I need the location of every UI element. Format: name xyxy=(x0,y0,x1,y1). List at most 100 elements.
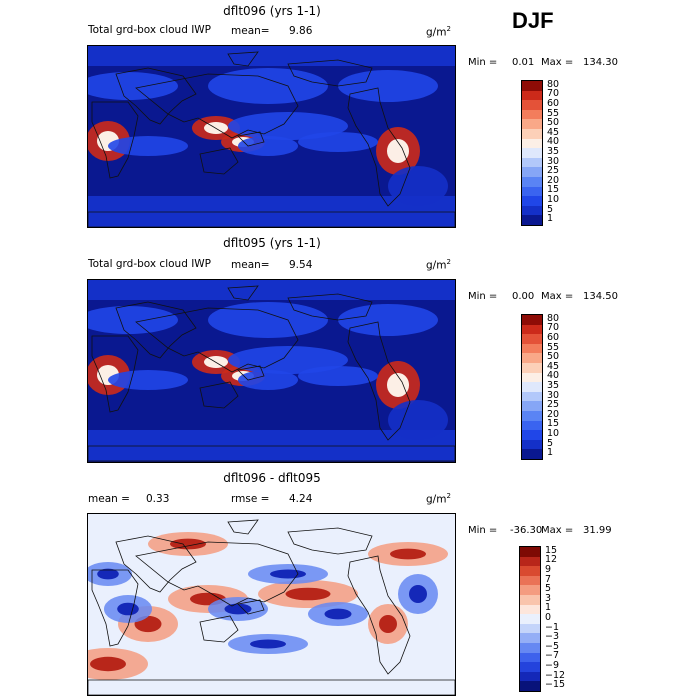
colorbar-tick-label: −3 xyxy=(545,631,560,643)
colorbar-tick-label: 60 xyxy=(547,98,560,109)
map-coastline xyxy=(135,541,299,607)
colorbar-tick-label: 45 xyxy=(547,126,560,138)
map-coastline xyxy=(199,615,239,643)
colorbar-swatch xyxy=(520,643,540,653)
colorbar-tick-label: −7 xyxy=(545,650,560,662)
colorbar-tick-label: 25 xyxy=(547,399,560,411)
panel2-max-value: 134.50 xyxy=(583,291,618,302)
colorbar-tick-label: 5 xyxy=(545,583,552,595)
map-field-contour xyxy=(208,302,328,338)
colorbar-swatch xyxy=(522,363,542,373)
colorbar-tick-label: 9 xyxy=(545,564,552,575)
panel3-mean-value: 0.33 xyxy=(146,493,170,505)
map-field-contour xyxy=(388,400,448,440)
map-coastline xyxy=(347,87,411,207)
map-coastline xyxy=(135,307,299,373)
colorbar-tick-label: 20 xyxy=(547,174,560,186)
colorbar-swatch xyxy=(522,90,542,101)
map-field-contour xyxy=(90,656,126,672)
map-field-contour xyxy=(238,136,298,156)
colorbar-swatch xyxy=(522,401,542,412)
colorbar-tick-label: 25 xyxy=(547,165,560,177)
colorbar-tick-label: 50 xyxy=(547,117,560,129)
map-coastline xyxy=(347,555,411,675)
colorbar-swatch xyxy=(522,148,542,159)
panel2-map-plot xyxy=(78,280,456,462)
colorbar-tick-label: 30 xyxy=(547,389,560,401)
colorbar-tick-label: 45 xyxy=(547,360,560,372)
colorbar-swatch xyxy=(522,334,542,345)
map-coastline xyxy=(91,569,139,647)
map-field-contour xyxy=(117,602,139,616)
panel1-max-label: Max = xyxy=(541,57,574,68)
panel3-title: dflt096 - dflt095 xyxy=(223,471,321,485)
panel2-max-label: Max = xyxy=(541,291,574,302)
panel2-min-value: 0.00 xyxy=(512,291,535,302)
map-high-latitude-band xyxy=(88,196,455,227)
colorbar-swatch xyxy=(522,439,542,450)
colorbar-swatch xyxy=(520,662,540,673)
colorbar-tick-label: −9 xyxy=(545,660,560,671)
colorbar-tick-label: 5 xyxy=(547,203,554,215)
panel2-colorbar xyxy=(521,314,543,460)
colorbar-tick-label: 55 xyxy=(547,341,560,353)
map-coastline xyxy=(237,131,265,147)
colorbar-swatch xyxy=(520,595,540,605)
colorbar-swatch xyxy=(522,343,542,354)
colorbar-tick-label: 35 xyxy=(547,380,560,391)
panel3-max-label: Max = xyxy=(541,525,574,536)
colorbar-swatch xyxy=(520,604,540,615)
colorbar-swatch xyxy=(522,382,542,393)
colorbar-swatch xyxy=(522,324,542,335)
panel3-min-value: -36.30 xyxy=(510,525,543,536)
map-field-contour xyxy=(170,538,206,550)
colorbar-swatch xyxy=(520,566,540,577)
colorbar-tick-label: 80 xyxy=(547,78,560,90)
map-field-contour xyxy=(228,346,348,374)
colorbar-swatch xyxy=(522,430,542,441)
panel1-field-label: Total grd-box cloud IWP xyxy=(88,24,212,36)
colorbar-tick-label: 50 xyxy=(547,351,560,363)
panel2-title: dflt095 (yrs 1-1) xyxy=(223,236,321,250)
map-field-contour xyxy=(409,585,427,603)
map-field-contour xyxy=(324,608,352,620)
colorbar-tick-label: 70 xyxy=(547,322,560,334)
map-field-contour xyxy=(338,304,438,336)
map-coastline xyxy=(115,301,197,359)
panel1-min-label: Min = xyxy=(468,57,498,68)
panel3-map xyxy=(68,513,456,696)
map-coastline xyxy=(287,293,373,321)
panel1-map xyxy=(78,45,456,228)
colorbar-swatch xyxy=(522,100,542,111)
panel2-mean-label: mean= xyxy=(231,259,270,271)
colorbar-tick-label: 15 xyxy=(545,544,558,556)
colorbar-swatch xyxy=(520,556,540,567)
map-coastline xyxy=(115,67,197,125)
panel2-map xyxy=(78,279,456,463)
panel3-colorbar xyxy=(519,546,541,692)
colorbar-swatch xyxy=(520,681,540,692)
panel1-title: dflt096 (yrs 1-1) xyxy=(223,4,321,18)
map-coastline xyxy=(199,147,239,175)
panel3-units: g/m2 xyxy=(426,492,451,506)
colorbar-swatch xyxy=(522,138,542,149)
panel1-mean-value: 9.86 xyxy=(289,25,313,37)
map-field-contour xyxy=(270,569,306,579)
map-coastline xyxy=(287,59,373,87)
panel2-units: g/m2 xyxy=(426,258,451,272)
season-label: DJF xyxy=(512,8,554,33)
map-coastline xyxy=(237,599,265,615)
map-coastline xyxy=(237,365,265,381)
colorbar-tick-label: 10 xyxy=(547,194,560,205)
map-field-contour xyxy=(379,615,397,633)
colorbar-tick-label: 7 xyxy=(545,573,552,585)
colorbar-tick-label: 0 xyxy=(545,612,552,623)
panel3-rmse-value: 4.24 xyxy=(289,493,313,505)
map-field-contour xyxy=(208,68,328,104)
colorbar-swatch xyxy=(522,411,542,421)
colorbar-tick-label: 55 xyxy=(547,107,560,119)
colorbar-swatch xyxy=(520,614,540,625)
panel3-max-value: 31.99 xyxy=(583,525,612,536)
map-coastline xyxy=(91,101,139,179)
colorbar-swatch xyxy=(520,671,540,682)
